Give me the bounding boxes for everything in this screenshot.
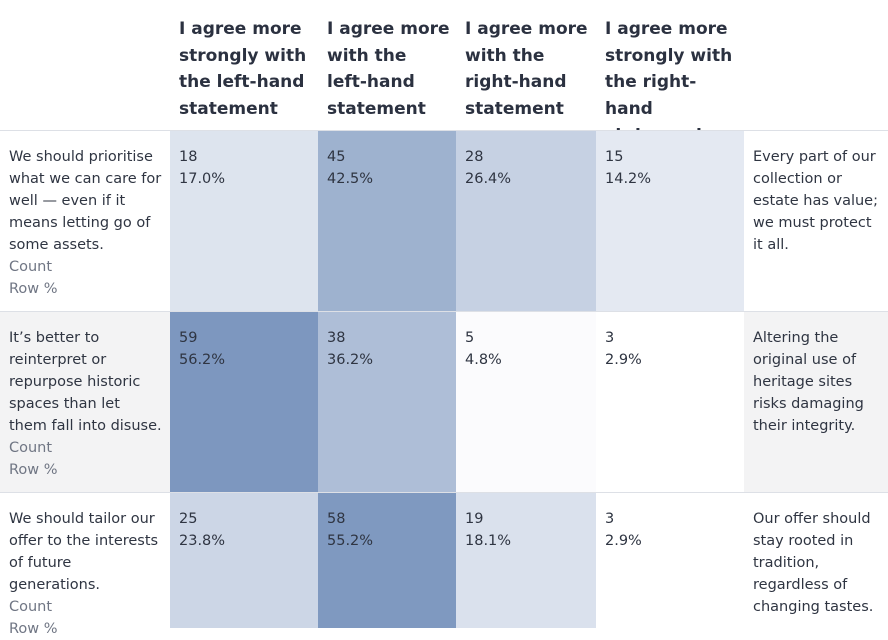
right-statement-text: Our offer should stay rooted in traditio… xyxy=(753,511,874,615)
divider xyxy=(0,311,888,312)
cell-row-pct: 2.9% xyxy=(605,352,642,368)
right-statement-text: Altering the original use of heritage si… xyxy=(753,330,864,434)
left-statement-text: It’s better to reinterpret or repurpose … xyxy=(9,330,162,434)
column-header-3: I agree more with the right-hand stateme… xyxy=(465,19,588,119)
heatmap-cell: 28 26.4% xyxy=(456,131,596,311)
row-pct-label: Row % xyxy=(9,281,58,297)
divider xyxy=(0,492,888,493)
row-left-statement: We should prioritise what we can care fo… xyxy=(0,131,170,311)
cell-row-pct: 14.2% xyxy=(605,171,652,187)
cell-count: 28 xyxy=(465,149,484,165)
row-pct-label: Row % xyxy=(9,621,58,637)
heatmap-cell: 38 36.2% xyxy=(318,312,456,492)
cell-row-pct: 36.2% xyxy=(327,352,374,368)
cell-count: 18 xyxy=(179,149,198,165)
cell-row-pct: 42.5% xyxy=(327,171,374,187)
cell-row-pct: 4.8% xyxy=(465,352,502,368)
right-statement-text: Every part of our collection or estate h… xyxy=(753,149,878,253)
cell-count: 3 xyxy=(605,511,615,527)
cell-count: 59 xyxy=(179,330,198,346)
cell-row-pct: 26.4% xyxy=(465,171,512,187)
cell-count: 5 xyxy=(465,330,475,346)
divider xyxy=(0,130,888,131)
heatmap-cell: 58 55.2% xyxy=(318,493,456,628)
row-left-statement: It’s better to reinterpret or repurpose … xyxy=(0,312,170,492)
count-label: Count xyxy=(9,440,53,456)
cell-count: 38 xyxy=(327,330,346,346)
cell-row-pct: 56.2% xyxy=(179,352,226,368)
heatmap-cell: 15 14.2% xyxy=(596,131,744,311)
cell-row-pct: 23.8% xyxy=(179,533,226,549)
heatmap-cell: 25 23.8% xyxy=(170,493,318,628)
cell-count: 25 xyxy=(179,511,198,527)
left-statement-text: We should prioritise what we can care fo… xyxy=(9,149,162,253)
row-pct-label: Row % xyxy=(9,462,58,478)
heatmap-cell: 5 4.8% xyxy=(456,312,596,492)
count-label: Count xyxy=(9,599,53,615)
heatmap-cell: 18 17.0% xyxy=(170,131,318,311)
row-right-statement: Every part of our collection or estate h… xyxy=(744,131,888,311)
heatmap-cell: 19 18.1% xyxy=(456,493,596,628)
count-label: Count xyxy=(9,259,53,275)
row-left-statement: We should tailor our offer to the intere… xyxy=(0,493,170,637)
column-header-4: I agree more strongly with the right-han… xyxy=(605,19,733,145)
cell-count: 19 xyxy=(465,511,484,527)
heatmap-cell: 3 2.9% xyxy=(596,312,744,492)
cell-count: 3 xyxy=(605,330,615,346)
cell-row-pct: 18.1% xyxy=(465,533,512,549)
heatmap-cell: 59 56.2% xyxy=(170,312,318,492)
row-right-statement: Altering the original use of heritage si… xyxy=(744,312,888,492)
heatmap-cell: 3 2.9% xyxy=(596,493,744,628)
cell-count: 45 xyxy=(327,149,346,165)
column-header-2: I agree more with the left-hand statemen… xyxy=(327,19,450,119)
cell-count: 15 xyxy=(605,149,624,165)
cell-count: 58 xyxy=(327,511,346,527)
cell-row-pct: 17.0% xyxy=(179,171,226,187)
row-right-statement: Our offer should stay rooted in traditio… xyxy=(744,493,888,628)
cell-row-pct: 55.2% xyxy=(327,533,374,549)
left-statement-text: We should tailor our offer to the intere… xyxy=(9,511,159,593)
column-header-1: I agree more strongly with the left-hand… xyxy=(179,19,307,119)
heatmap-cell: 45 42.5% xyxy=(318,131,456,311)
cell-row-pct: 2.9% xyxy=(605,533,642,549)
